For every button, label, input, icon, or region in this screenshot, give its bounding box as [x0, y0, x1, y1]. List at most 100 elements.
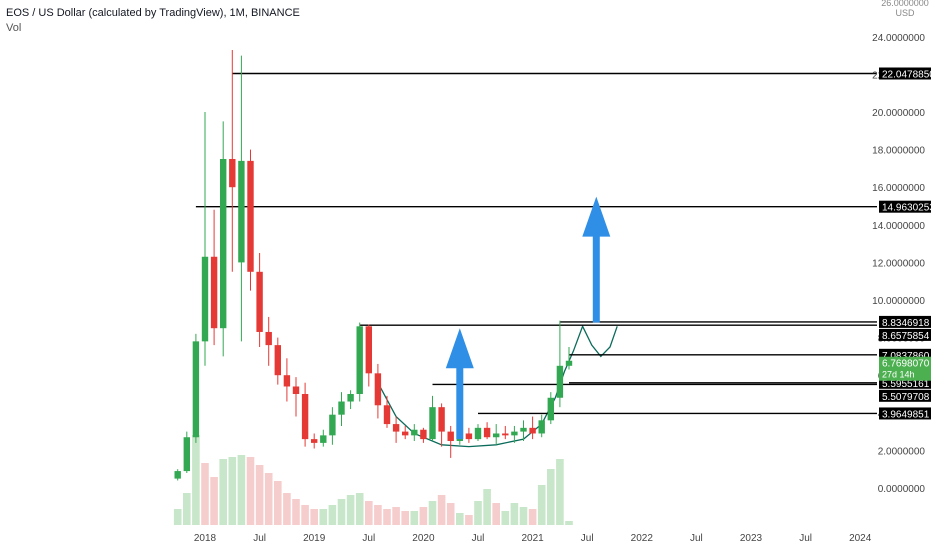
volume-bar [474, 501, 482, 525]
volume-bar [228, 457, 237, 525]
volume-bar [246, 457, 255, 525]
candle [365, 324, 372, 387]
candle-body [420, 429, 427, 440]
candle [429, 395, 436, 441]
volume-bar [310, 509, 318, 525]
x-tick-label: 2021 [521, 533, 544, 544]
volume-bars [173, 435, 573, 525]
current-price-bg [879, 356, 931, 381]
volume-bar [283, 493, 291, 525]
volume-bar [428, 501, 437, 525]
level-price-label: 14.9630253 [879, 200, 932, 214]
candle-body [438, 407, 445, 432]
candle-body [520, 427, 527, 432]
level-price-label-text: 3.9649851 [882, 409, 930, 420]
level-price-label-text: 8.8346918 [882, 318, 930, 329]
level-lines [195, 72, 877, 415]
level-price-label-text: 8.6575854 [882, 331, 930, 342]
x-tick-label: Jul [362, 533, 375, 544]
candle [347, 390, 354, 410]
candle [311, 433, 318, 449]
y-tick-label: 26.0000000 [881, 0, 929, 8]
volume-bar [374, 505, 382, 525]
candle-body [565, 360, 573, 366]
candle [447, 425, 454, 458]
volume-bar [255, 465, 264, 525]
x-tick-label: Jul [581, 533, 594, 544]
candle [474, 424, 482, 441]
candle [538, 414, 545, 438]
y-tick-label: 12.0000000 [872, 258, 925, 269]
countdown-text: 27d 14h [882, 370, 915, 380]
candle [520, 420, 527, 441]
candle-body [220, 159, 227, 329]
candle [438, 403, 445, 447]
volume-bar [319, 509, 328, 525]
x-tick-label: Jul [472, 533, 485, 544]
candle-body [274, 345, 281, 376]
volume-bar [219, 459, 227, 525]
candle-body [247, 160, 254, 272]
candle-body [210, 256, 218, 329]
x-tick-label: Jul [690, 533, 703, 544]
candle [192, 333, 200, 443]
candle-body [356, 326, 363, 394]
volume-bar [456, 513, 464, 525]
volume-bar [528, 509, 537, 525]
candle [292, 377, 300, 417]
y-tick-label: 2.0000000 [878, 446, 926, 457]
candle-body [238, 160, 245, 263]
candle [210, 209, 218, 346]
candle-body [429, 407, 436, 440]
candle [547, 392, 554, 425]
level-price-label-bg [879, 407, 931, 420]
level-price-label-bg [879, 67, 931, 80]
volume-bar [192, 435, 200, 525]
candle [493, 424, 500, 445]
volume-bar [492, 503, 500, 525]
y-tick-label: 24.0000000 [872, 33, 925, 44]
x-tick-label: 2019 [303, 533, 326, 544]
candle [301, 382, 309, 447]
candle [483, 422, 491, 440]
level-price-label-text: 7.0837860 [882, 351, 930, 362]
candle-body [511, 431, 518, 436]
candle-body [283, 375, 291, 387]
candle [283, 358, 291, 402]
candle-body [256, 271, 263, 332]
curve-annotation [377, 324, 618, 448]
candle [529, 416, 536, 440]
volume-bar [346, 495, 355, 525]
candle [392, 416, 400, 443]
chart-title: EOS / US Dollar (calculated by TradingVi… [6, 7, 300, 19]
candle-body [465, 433, 473, 440]
candle [183, 431, 190, 473]
candle [420, 427, 427, 443]
candle-body [502, 433, 509, 436]
y-tick-label: 10.0000000 [872, 296, 925, 307]
candle-body [183, 437, 190, 472]
volume-bar [264, 473, 273, 525]
level-price-label: 8.8346918 [879, 315, 931, 329]
volume-bar [392, 507, 400, 525]
up-arrow [582, 196, 611, 323]
volume-indicator-label: Vol [6, 22, 22, 34]
volume-bar [274, 481, 282, 525]
volume-bar [401, 511, 409, 525]
level-price-label: 3.9649851 [879, 407, 931, 420]
volume-bar [365, 501, 373, 525]
candle [320, 429, 327, 447]
volume-bar [173, 509, 182, 525]
candle-body [329, 414, 336, 436]
level-price-label-bg [879, 315, 931, 328]
volume-bar [419, 507, 428, 525]
candle-body [538, 420, 545, 434]
candle [256, 253, 263, 347]
candle [274, 337, 281, 385]
candle [329, 407, 336, 445]
x-tick-label: 2018 [194, 533, 217, 544]
volume-bar [328, 505, 337, 525]
candle-body [383, 405, 391, 425]
candle [411, 424, 418, 441]
